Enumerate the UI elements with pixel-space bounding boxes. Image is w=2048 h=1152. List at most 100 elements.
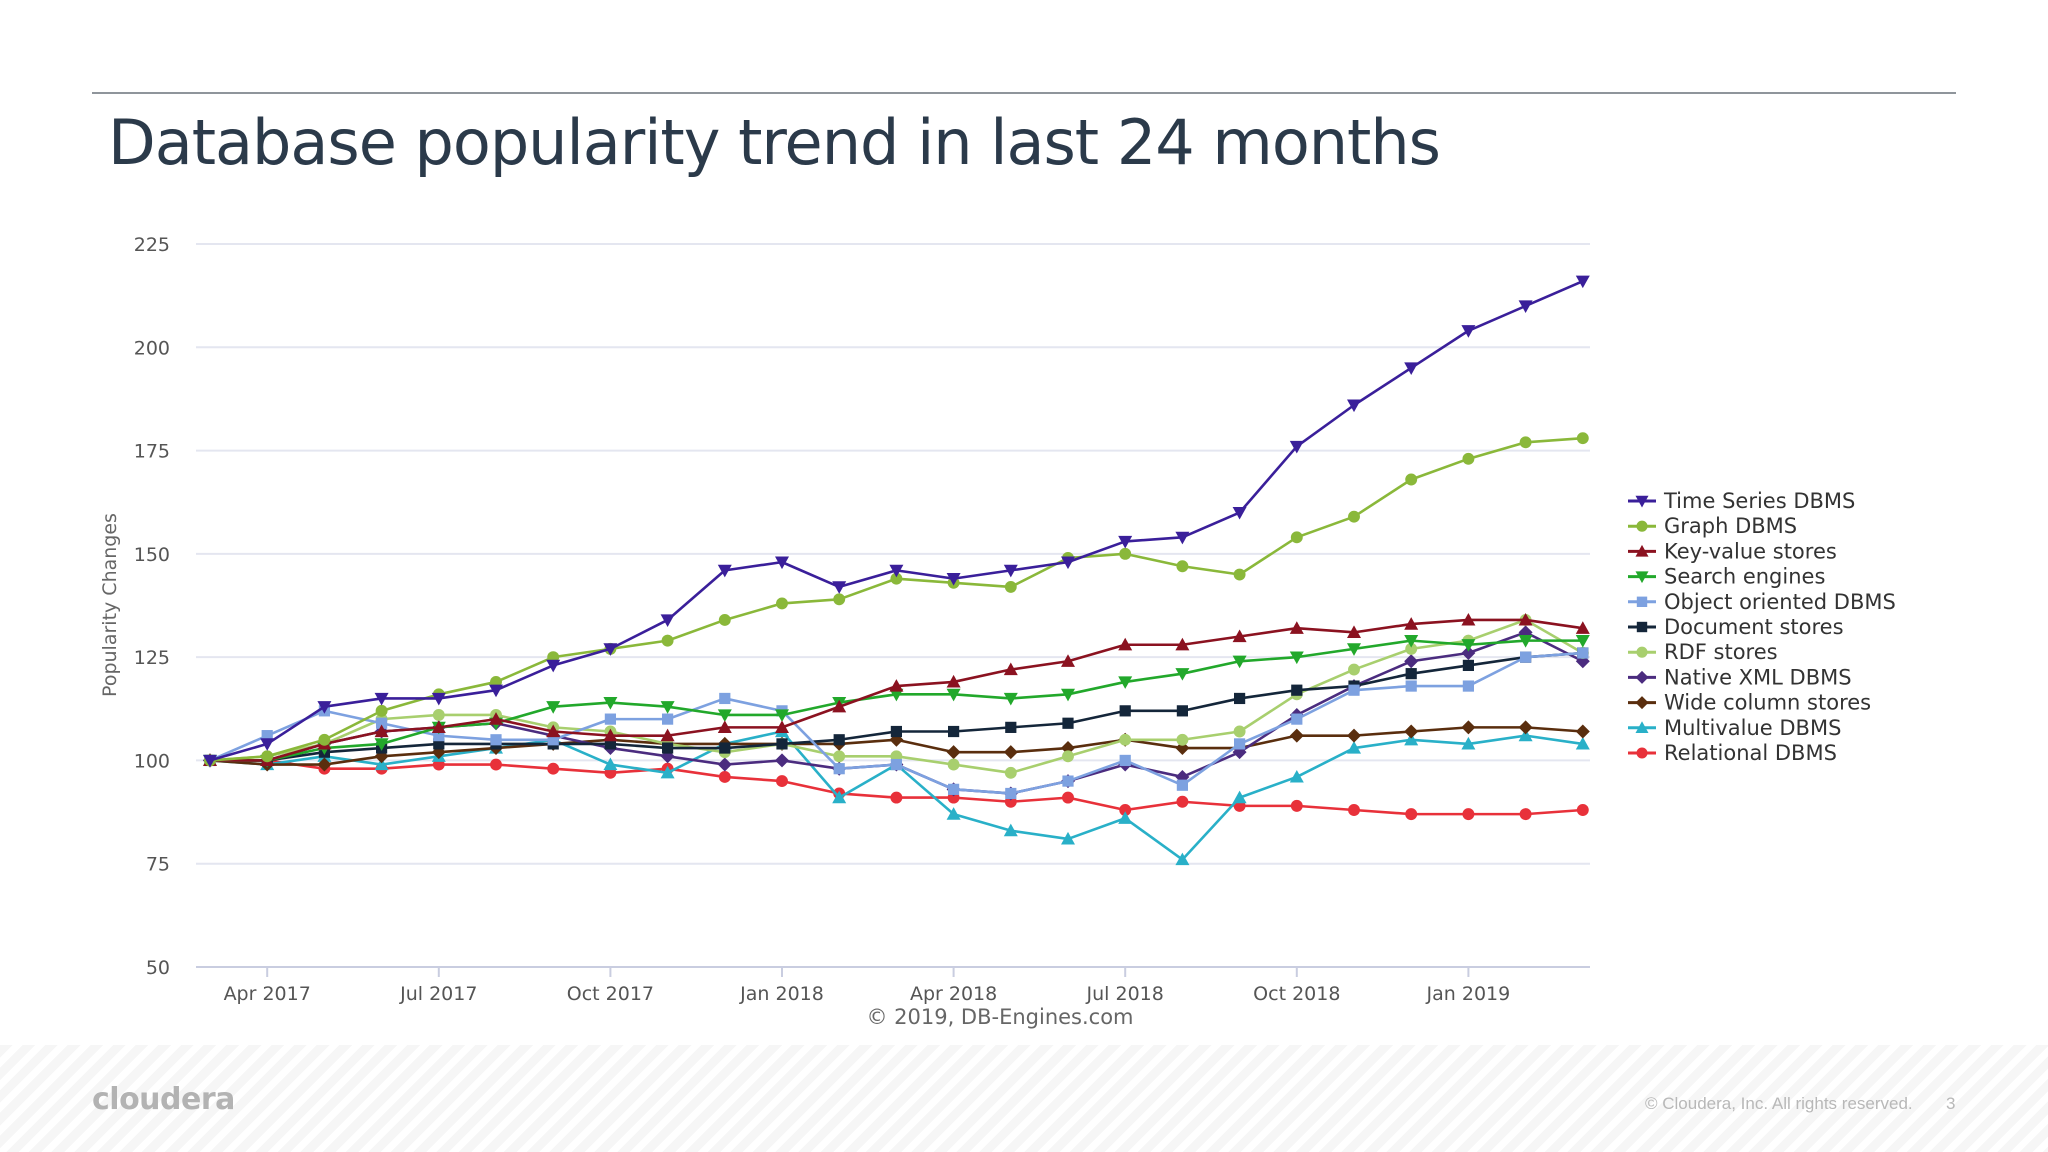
y-tick-label: 100 <box>134 750 170 772</box>
data-point <box>1576 432 1589 445</box>
data-point <box>1461 639 1476 652</box>
data-point <box>776 597 788 610</box>
data-point <box>1175 531 1190 545</box>
data-point <box>1062 791 1074 804</box>
data-point <box>1176 733 1189 746</box>
legend-marker <box>1635 696 1649 710</box>
data-point <box>1118 535 1133 549</box>
legend-label: Relational DBMS <box>1664 741 1837 765</box>
legend-marker <box>1636 596 1648 607</box>
series-document-stores <box>204 647 1589 767</box>
legend-label: Document stores <box>1664 615 1844 639</box>
data-point <box>1461 720 1476 735</box>
data-point <box>662 713 674 725</box>
data-point <box>1003 745 1018 760</box>
x-tick-label: Oct 2018 <box>1253 983 1340 1005</box>
y-tick-label: 50 <box>146 957 170 979</box>
legend-item: Time Series DBMS <box>1628 489 1855 513</box>
legend-marker <box>1635 495 1649 508</box>
data-point <box>776 738 788 750</box>
x-tick-label: Jan 2018 <box>739 983 824 1005</box>
data-point <box>1518 612 1533 626</box>
data-point <box>1461 325 1476 338</box>
legend-label: Time Series DBMS <box>1663 489 1855 513</box>
data-point <box>775 753 789 768</box>
data-point <box>433 730 445 742</box>
y-tick-label: 75 <box>146 854 170 876</box>
legend-label: Search engines <box>1664 565 1825 589</box>
data-point <box>889 679 904 692</box>
data-point <box>1462 680 1474 692</box>
series-object-oriented-dbms <box>204 647 1589 800</box>
data-point <box>490 758 502 771</box>
data-point <box>1175 852 1190 866</box>
data-point <box>1348 684 1360 696</box>
data-point <box>203 754 217 768</box>
data-point <box>1347 741 1361 754</box>
data-point <box>1003 662 1018 676</box>
data-point <box>546 659 561 673</box>
data-point <box>1118 676 1133 689</box>
data-point <box>833 750 846 763</box>
x-tick-label: Jul 2018 <box>1086 983 1164 1005</box>
data-point <box>1175 637 1190 651</box>
data-point <box>603 696 618 710</box>
data-point <box>946 573 961 586</box>
data-point <box>1234 738 1246 750</box>
data-point <box>1404 732 1419 746</box>
data-point <box>317 701 332 714</box>
data-point <box>1405 680 1417 692</box>
x-tick-label: Apr 2018 <box>910 983 997 1005</box>
data-point <box>1003 692 1018 706</box>
legend-label: Multivalue DBMS <box>1664 716 1841 740</box>
data-point <box>603 757 618 771</box>
data-point <box>1404 362 1419 375</box>
data-point <box>946 674 961 688</box>
data-point <box>431 692 446 706</box>
data-point <box>1291 713 1303 725</box>
data-point <box>1004 766 1017 779</box>
data-point <box>604 738 616 750</box>
data-point <box>660 728 675 742</box>
y-axis-ticks: 50 75 100 125 150 175 200 225 <box>134 234 170 979</box>
legend-marker <box>1636 621 1648 633</box>
data-point <box>832 581 847 594</box>
data-point <box>603 643 618 656</box>
x-tick-label: Oct 2017 <box>567 983 654 1005</box>
data-point <box>1118 637 1133 651</box>
data-point <box>1347 643 1361 656</box>
data-point <box>833 593 846 606</box>
data-point <box>1348 663 1360 676</box>
data-point <box>1461 736 1476 750</box>
data-point <box>1291 684 1303 696</box>
data-point <box>832 790 847 804</box>
data-point <box>946 745 961 760</box>
y-tick-label: 150 <box>134 544 170 566</box>
data-point <box>1061 688 1075 702</box>
data-point <box>775 720 789 733</box>
data-point <box>1232 655 1247 669</box>
data-point <box>1062 775 1074 787</box>
data-point <box>1519 436 1532 449</box>
data-point <box>890 572 903 585</box>
data-point <box>374 738 389 751</box>
legend-marker <box>1636 520 1648 532</box>
data-point <box>1232 506 1247 520</box>
data-point <box>1118 811 1133 824</box>
data-point <box>1061 831 1075 845</box>
data-point <box>1404 654 1419 669</box>
data-point <box>717 709 732 722</box>
legend-item: Multivalue DBMS <box>1628 716 1841 740</box>
data-point <box>604 713 616 725</box>
chart-series <box>203 275 1590 866</box>
data-point <box>948 725 960 738</box>
legend-marker <box>1635 571 1649 584</box>
data-point <box>889 564 904 578</box>
legend-label: Key-value stores <box>1664 539 1837 563</box>
legend-item: Document stores <box>1628 615 1844 639</box>
data-point <box>1233 568 1246 581</box>
data-point <box>318 733 331 746</box>
slide-title: Database popularity trend in last 24 mon… <box>108 106 1441 179</box>
data-point <box>717 720 732 733</box>
